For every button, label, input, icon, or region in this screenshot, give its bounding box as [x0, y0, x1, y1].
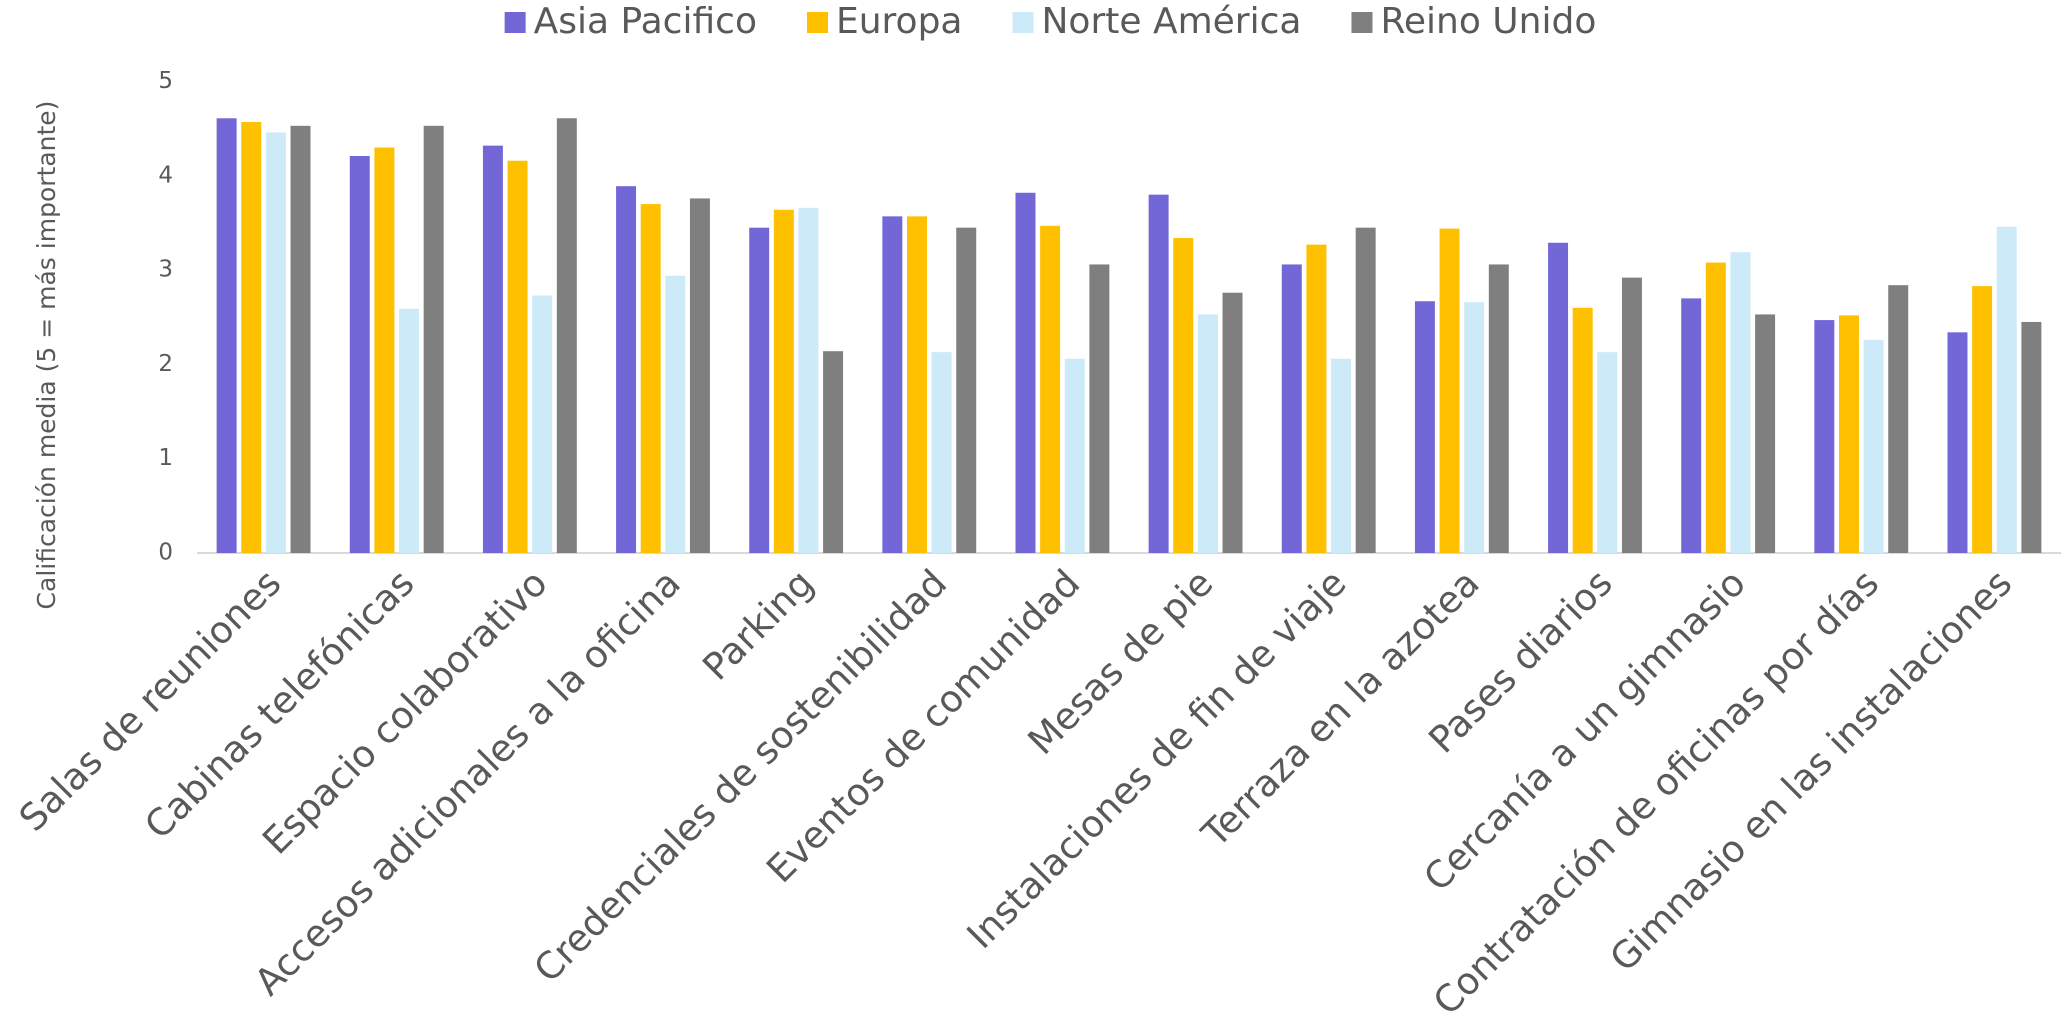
bar: [1972, 286, 1993, 553]
bar: [1705, 262, 1726, 553]
bar: [1331, 358, 1352, 553]
bar: [689, 198, 710, 553]
bar: [1173, 238, 1194, 553]
bar: [216, 118, 237, 553]
legend-label: Europa: [836, 1, 963, 42]
bar: [1814, 320, 1835, 553]
bar: [1464, 302, 1485, 553]
bar: [906, 216, 927, 553]
bar: [399, 308, 420, 553]
bar: [1064, 358, 1085, 553]
bar: [374, 147, 395, 553]
bar: [1863, 339, 1884, 553]
bar: [1488, 264, 1509, 553]
bar: [1222, 292, 1243, 553]
bar: [1015, 192, 1036, 554]
bar: [1838, 315, 1859, 553]
bar: [665, 275, 686, 553]
bar: [1414, 301, 1435, 553]
bar: [1572, 307, 1593, 553]
bar: [241, 122, 262, 553]
legend-label: Reino Unido: [1380, 1, 1596, 42]
bar: [423, 125, 444, 554]
bar: [507, 160, 528, 553]
bar: [882, 216, 903, 553]
bar: [532, 295, 553, 553]
bar: [931, 352, 952, 553]
bar: [1197, 314, 1218, 553]
y-tick-label: 3: [158, 257, 173, 283]
bar: [556, 118, 577, 553]
y-tick-label: 0: [158, 540, 173, 566]
bar: [349, 155, 370, 553]
legend-label: Norte América: [1042, 1, 1302, 42]
bar: [640, 204, 661, 553]
bar: [773, 209, 794, 554]
bar: [798, 207, 819, 553]
y-tick-label: 5: [158, 68, 173, 94]
legend-swatch: [1012, 12, 1034, 33]
bar: [1306, 244, 1327, 553]
x-tick-label: Cabinas telefónicas: [137, 561, 423, 847]
bar: [1888, 285, 1909, 553]
legend-swatch: [1351, 12, 1373, 33]
bar: [290, 125, 311, 554]
bar: [823, 351, 844, 553]
bar: [1089, 264, 1110, 553]
bar: [2021, 321, 2042, 553]
bar: [1621, 277, 1642, 553]
bar: [616, 186, 637, 553]
bar: [482, 145, 503, 553]
bar: [1355, 227, 1376, 554]
bar: [1681, 298, 1702, 553]
y-tick-label: 2: [158, 351, 173, 377]
legend-swatch: [504, 12, 526, 33]
bar: [956, 227, 977, 554]
bar: [1040, 225, 1061, 554]
bar: [749, 227, 770, 554]
bar: [1597, 352, 1618, 553]
y-tick-label: 4: [158, 162, 173, 188]
bar: [1996, 226, 2017, 554]
bar: [1148, 194, 1169, 553]
legend-label: Asia Pacifico: [534, 1, 757, 42]
y-axis-label: Calificación media (5 = más importante): [32, 101, 61, 610]
bar: [1439, 228, 1460, 553]
bar: [1730, 252, 1751, 554]
bar: [1548, 242, 1569, 554]
bar: [265, 132, 286, 553]
bar: [1755, 314, 1776, 553]
y-tick-label: 1: [158, 445, 173, 471]
legend-swatch: [806, 12, 828, 33]
x-tick-label: Parking: [695, 561, 822, 688]
bar: [1947, 332, 1968, 553]
bar: [1281, 264, 1302, 553]
